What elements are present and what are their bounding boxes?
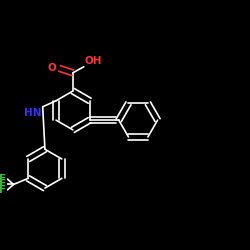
Text: F: F xyxy=(0,185,6,195)
Text: O: O xyxy=(48,63,56,73)
Text: F: F xyxy=(0,174,6,184)
Text: F: F xyxy=(0,180,6,190)
Text: OH: OH xyxy=(85,56,102,66)
Text: HN: HN xyxy=(24,108,42,118)
